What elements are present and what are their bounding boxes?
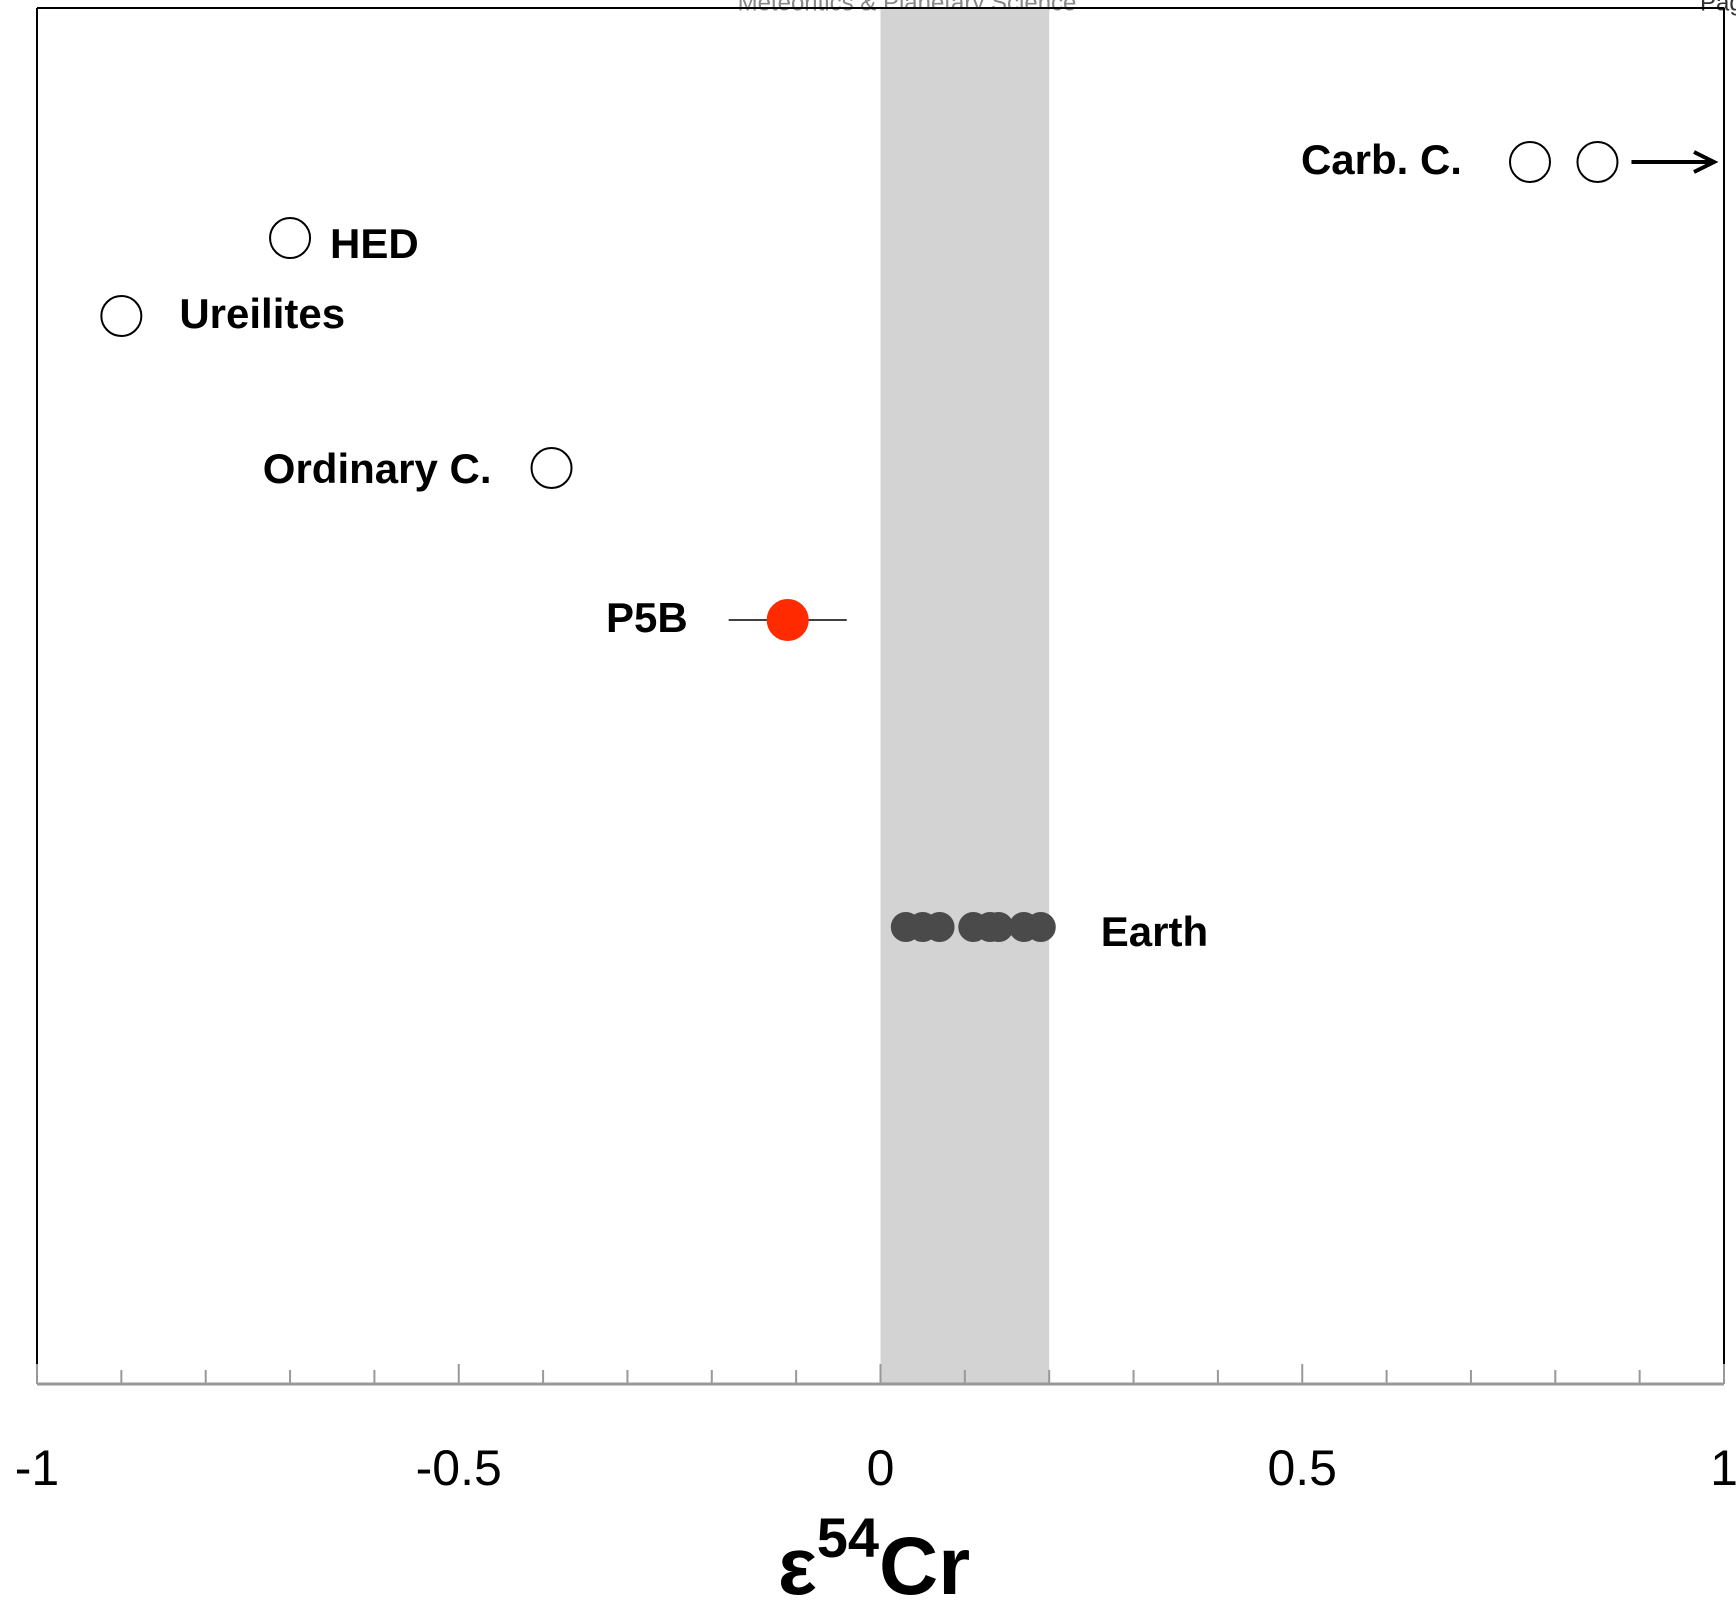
series-label: Ureilites [179,290,345,337]
series-label: Carb. C. [1301,136,1462,183]
x-tick-label: 0 [867,1440,895,1496]
x-tick-label: -0.5 [416,1440,502,1496]
series-label: P5B [606,594,688,641]
data-point [1025,912,1056,942]
earth-band [880,8,1050,1384]
offscale-arrowhead [1693,150,1719,174]
x-axis-label: ε54Cr [778,1506,970,1612]
data-point [530,447,573,489]
x-tick-label: 0.5 [1267,1440,1337,1496]
x-label-element: Cr [879,1521,970,1612]
data-point [766,599,809,641]
series-label: Ordinary C. [263,445,492,492]
data-point [1576,141,1619,183]
data-point [924,912,955,942]
data-point [269,217,312,259]
x-tick-label: 1 [1710,1440,1736,1496]
data-point [1508,141,1551,183]
x-tick-label: -1 [15,1440,59,1496]
series-label: HED [330,220,419,267]
data-point [983,912,1014,942]
data-point [100,295,143,337]
x-label-symbol: ε [778,1521,817,1612]
x-label-superscript: 54 [817,1506,879,1569]
series-label: Earth [1101,908,1208,955]
